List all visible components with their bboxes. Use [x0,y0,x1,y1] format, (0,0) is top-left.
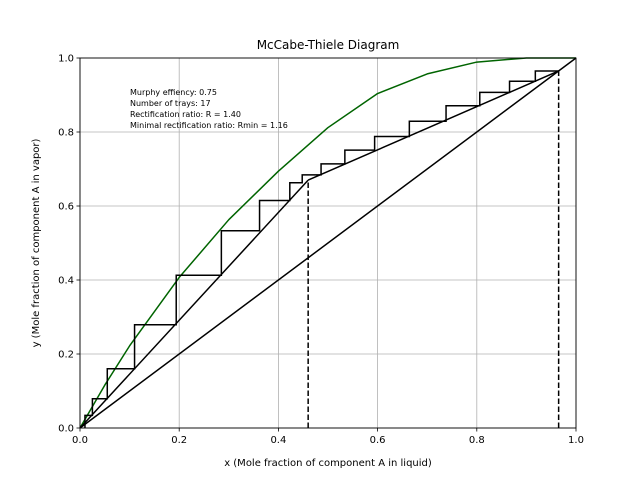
rectifying-line [307,70,559,181]
equilibrium-curve [79,57,576,429]
annotation-min-reflux: Minimal rectification ratio: Rmin = 1.16 [130,121,288,130]
y-axis-label: y (Mole fraction of component A in vapor… [31,138,42,347]
annotation-trays: Number of trays: 17 [130,99,211,108]
x-tick-label-4: 0.8 [469,435,485,446]
diagonal-line [79,57,577,429]
y-tick-label-5: 1.0 [58,54,74,65]
plot-frame [79,57,577,429]
axis-ticks: 0.0 0.2 0.4 0.6 0.8 1.0 0.0 0.2 0.4 0.6 0.8 1.0 [58,54,584,447]
x-axis-label: x (Mole fraction of component A in liqui… [224,458,432,469]
y-tick-label-4: 0.8 [58,128,74,139]
y-tick-label-3: 0.6 [58,202,74,213]
y-tick-label-1: 0.2 [58,350,74,361]
x-tick-label-0: 0.0 [72,435,88,446]
y-tick-label-0: 0.0 [58,424,74,435]
x-tick-label-3: 0.6 [370,435,386,446]
stripping-line [79,179,309,429]
annotation-murphy: Murphy effiency: 0.75 [130,88,217,97]
stage-steps [84,70,559,428]
x-tick-label-2: 0.4 [270,435,286,446]
y-tick-label-2: 0.4 [58,276,74,287]
chart-title: McCabe-Thiele Diagram [257,38,400,52]
x-tick-label-1: 0.2 [171,435,187,446]
annotation-block: Murphy effiency: 0.75 Number of trays: 1… [130,88,288,130]
plot-area [79,57,577,429]
annotation-reflux: Rectification ratio: R = 1.40 [130,110,241,119]
x-tick-label-5: 1.0 [568,435,584,446]
